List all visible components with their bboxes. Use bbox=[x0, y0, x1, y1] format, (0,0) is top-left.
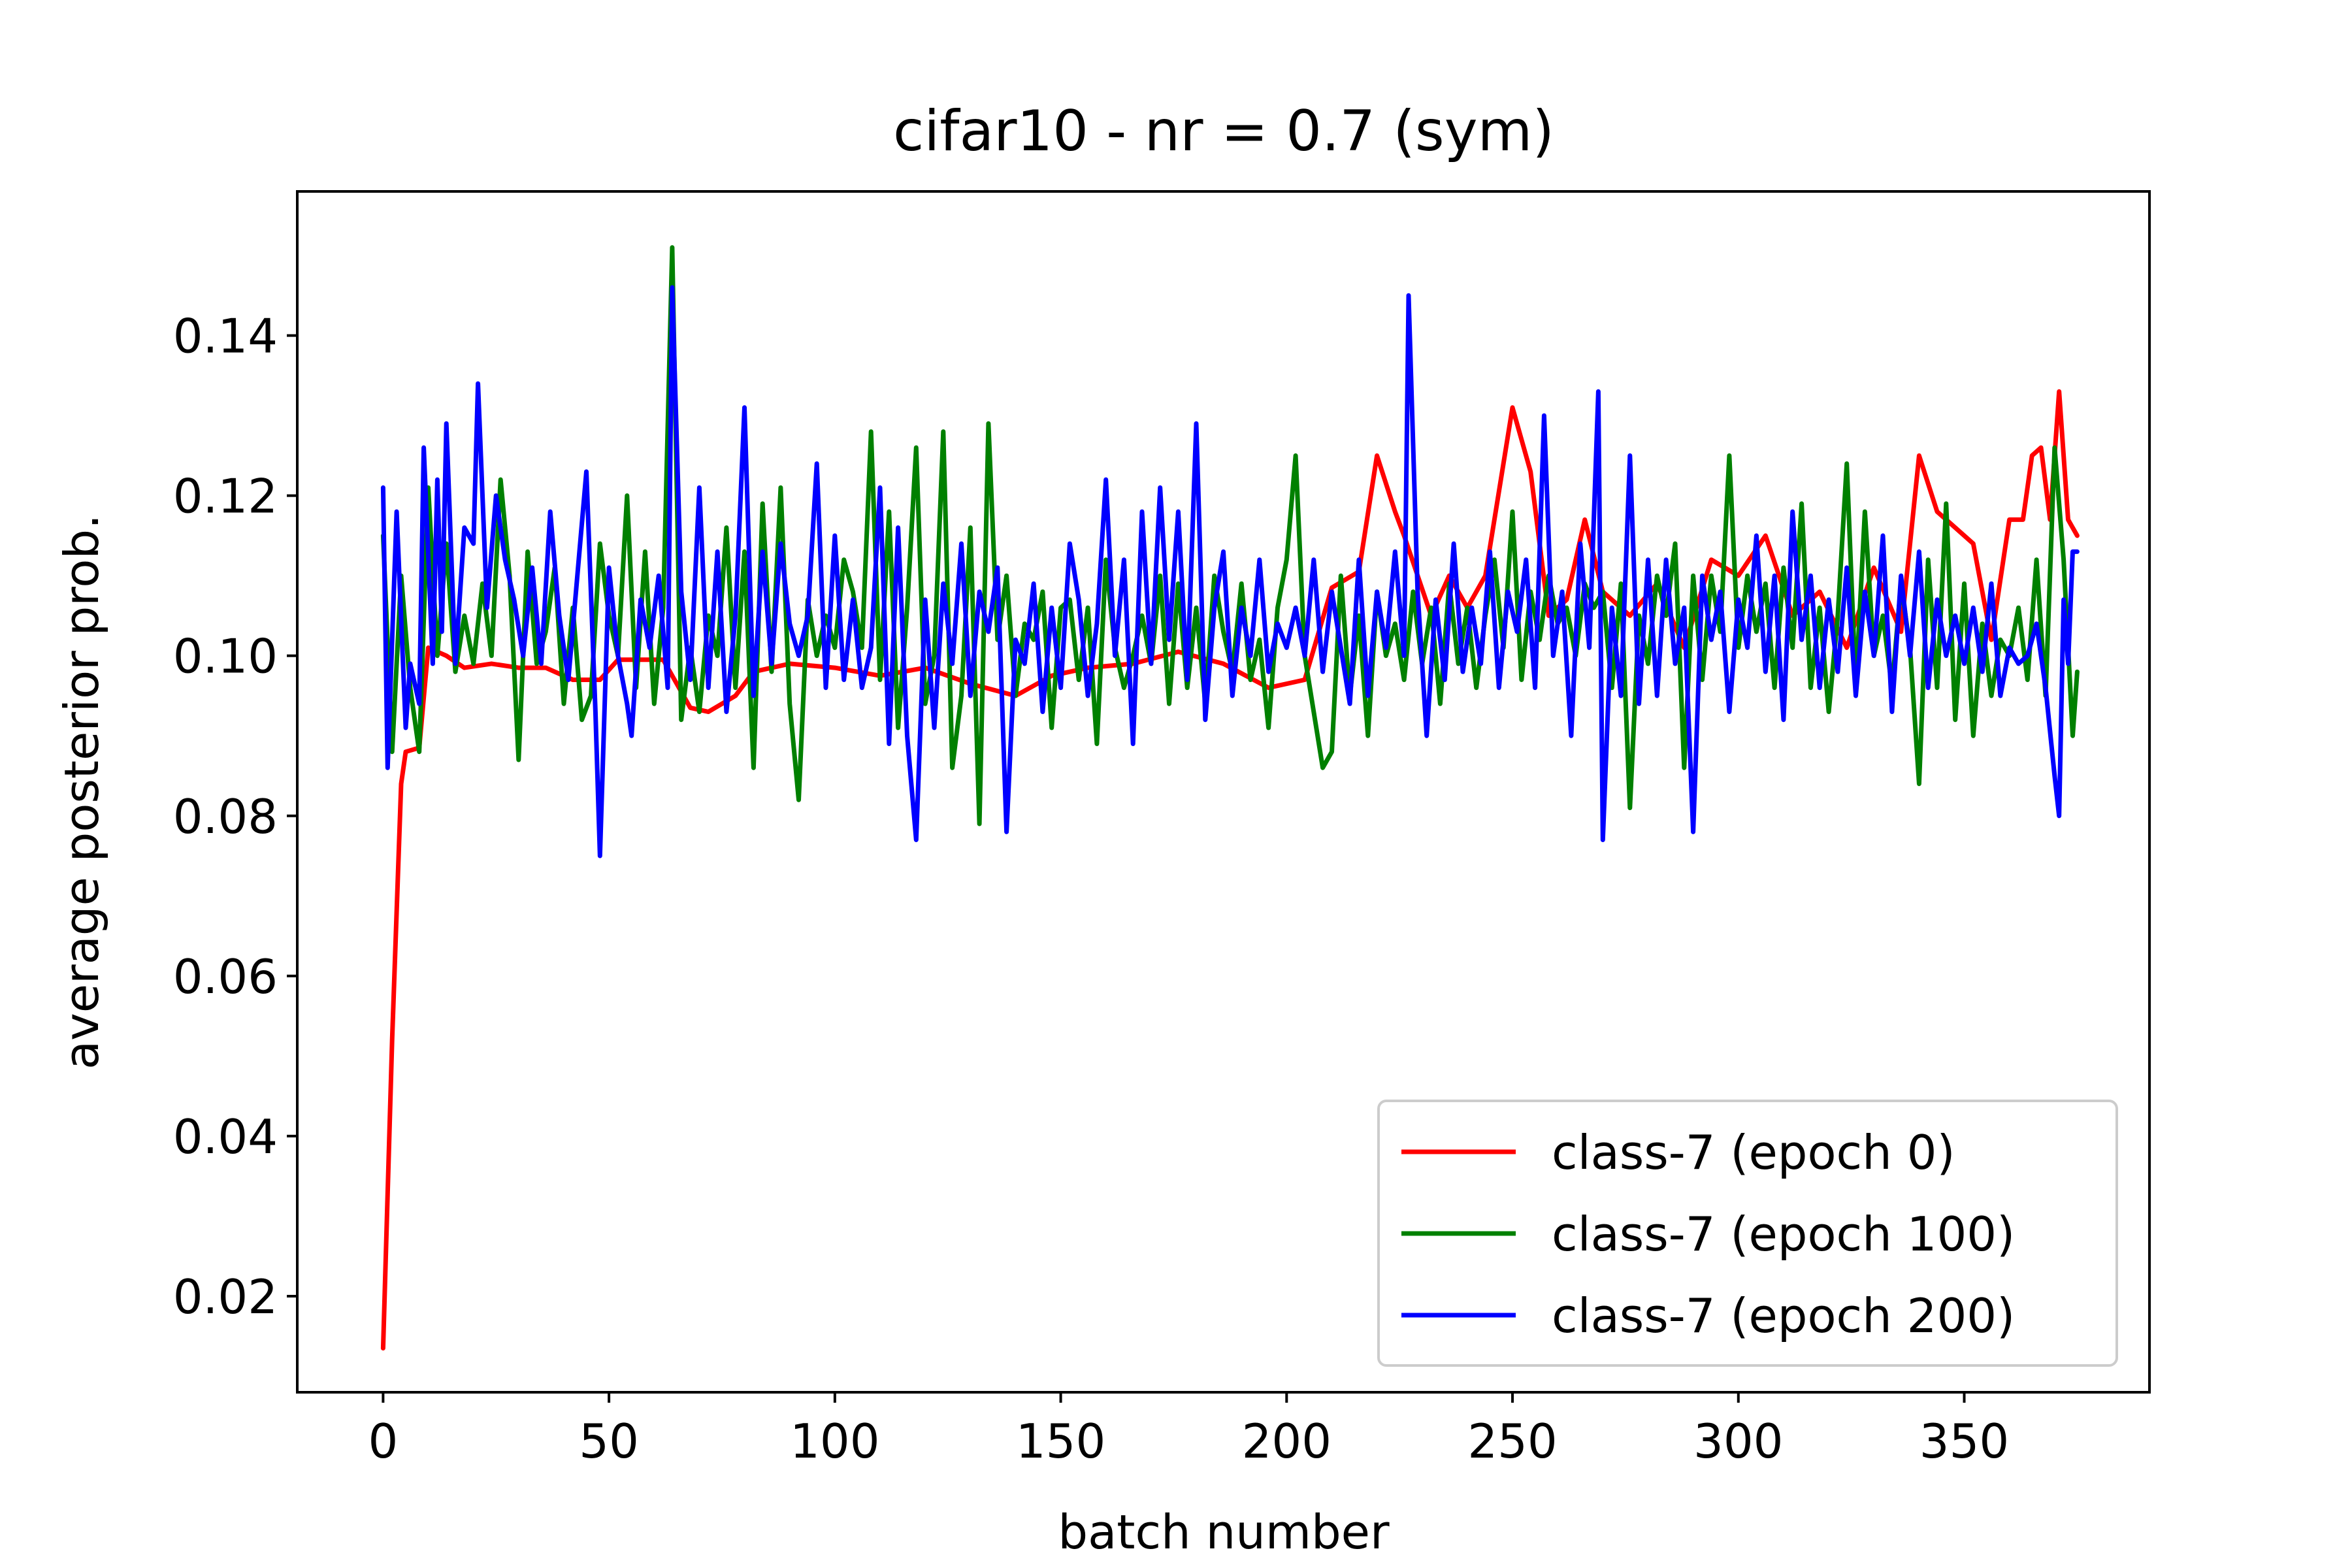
y-axis-title: average posterior prob. bbox=[54, 514, 109, 1070]
y-tick-label: 0.12 bbox=[173, 469, 278, 524]
series-layer bbox=[380, 245, 2080, 1351]
legend-box bbox=[1377, 1100, 2118, 1367]
y-axis: 0.02 0.04 0.06 0.08 0.10 0.12 0.14 bbox=[173, 309, 297, 1324]
x-axis-title: batch number bbox=[1058, 1505, 1390, 1560]
legend-label-1: class-7 (epoch 100) bbox=[1552, 1207, 2015, 1262]
legend-label-0: class-7 (epoch 0) bbox=[1552, 1125, 1955, 1180]
x-tick-label: 200 bbox=[1242, 1414, 1331, 1469]
y-tick-label: 0.08 bbox=[173, 789, 278, 844]
legend: class-7 (epoch 0) class-7 (epoch 100) clas… bbox=[1377, 1100, 2118, 1367]
chart-title: cifar10 - nr = 0.7 (sym) bbox=[893, 99, 1554, 164]
x-tick-label: 300 bbox=[1693, 1414, 1783, 1469]
y-tick-label: 0.14 bbox=[173, 309, 278, 364]
x-tick-label: 0 bbox=[368, 1414, 398, 1469]
plot-frame bbox=[296, 190, 2151, 1394]
x-tick-label: 250 bbox=[1467, 1414, 1557, 1469]
y-tick-label: 0.10 bbox=[173, 629, 278, 684]
y-tick-label: 0.02 bbox=[173, 1269, 278, 1324]
y-tick-label: 0.04 bbox=[173, 1109, 278, 1164]
series-line-0 bbox=[380, 389, 2080, 1351]
x-tick-label: 350 bbox=[1919, 1414, 2009, 1469]
x-tick-label: 100 bbox=[790, 1414, 879, 1469]
legend-label-2: class-7 (epoch 200) bbox=[1552, 1288, 2015, 1343]
y-tick-label: 0.06 bbox=[173, 949, 278, 1004]
x-tick-label: 150 bbox=[1016, 1414, 1105, 1469]
x-tick-label: 50 bbox=[579, 1414, 639, 1469]
series-line-2 bbox=[380, 285, 2080, 858]
x-axis: 0 50 100 150 200 250 300 350 bbox=[368, 1392, 2009, 1469]
